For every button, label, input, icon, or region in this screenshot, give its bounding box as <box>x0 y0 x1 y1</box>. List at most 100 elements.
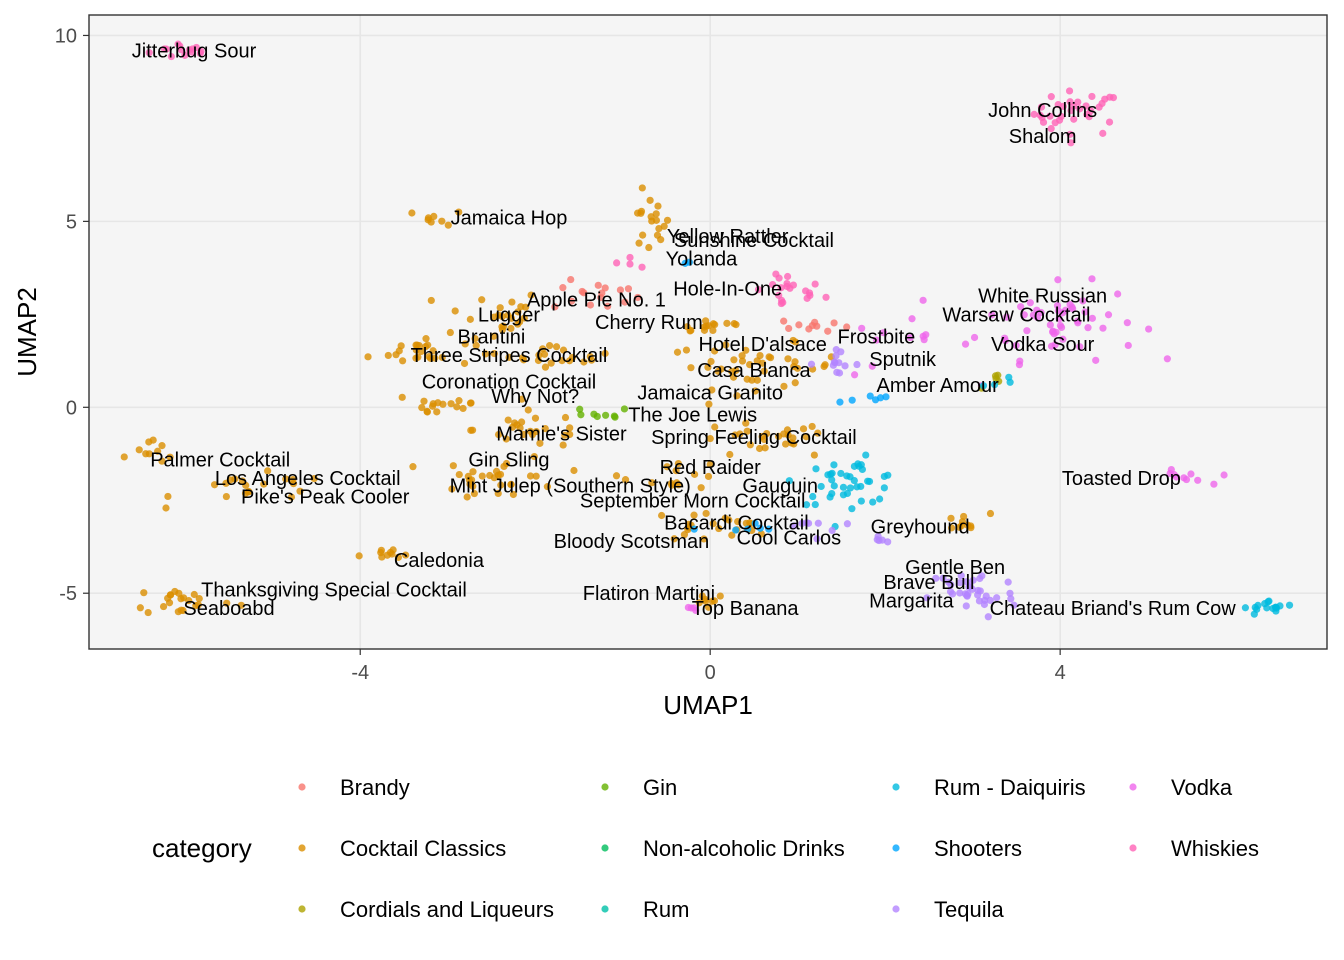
data-point <box>843 323 851 331</box>
point-label: Caledonia <box>394 550 485 572</box>
data-point <box>790 362 798 371</box>
point-label: Mamie's Sister <box>496 423 627 445</box>
data-point <box>824 471 832 479</box>
data-point <box>498 312 506 321</box>
data-point <box>1092 356 1100 364</box>
data-point <box>826 493 834 501</box>
data-point <box>837 348 845 356</box>
data-point <box>507 480 515 489</box>
data-point <box>961 340 970 348</box>
data-point <box>510 419 519 427</box>
data-point <box>194 601 202 609</box>
point-label: Pike's Peak Cooler <box>241 487 410 509</box>
data-point <box>760 367 768 375</box>
data-point <box>706 460 714 468</box>
data-point <box>857 482 865 491</box>
data-point <box>444 221 452 229</box>
data-point <box>561 413 570 422</box>
data-point <box>264 467 272 475</box>
data-point <box>566 424 574 432</box>
data-point <box>923 594 931 602</box>
data-point <box>922 331 930 339</box>
data-point <box>865 477 874 486</box>
data-point <box>534 356 543 365</box>
point-label: Cherry Rum <box>595 312 703 334</box>
data-point <box>919 296 927 304</box>
data-point <box>459 404 467 413</box>
data-point <box>616 286 625 294</box>
data-point <box>751 519 759 527</box>
data-point <box>804 519 813 527</box>
legend-item: Gin <box>601 775 677 800</box>
data-point <box>830 482 838 490</box>
data-point <box>1070 115 1078 123</box>
data-point <box>423 408 431 416</box>
data-point <box>504 311 512 319</box>
plot-panel-border <box>88 14 1328 650</box>
y-tick-label: 10 <box>55 25 77 47</box>
point-label: Sunshine Cocktail <box>674 230 834 252</box>
data-point <box>884 471 892 479</box>
data-point <box>260 480 268 488</box>
data-point <box>594 281 602 289</box>
data-point <box>392 351 400 359</box>
data-point <box>993 594 1001 602</box>
data-point <box>145 438 153 446</box>
data-point <box>1062 306 1070 314</box>
legend-item: Vodka <box>1129 775 1233 800</box>
data-point <box>1030 110 1038 118</box>
data-point <box>843 489 851 498</box>
data-point <box>567 297 576 305</box>
data-point <box>364 353 372 361</box>
data-point <box>802 287 810 295</box>
data-point <box>765 353 773 361</box>
data-point <box>1047 342 1056 350</box>
data-point <box>461 340 469 348</box>
data-point <box>979 382 988 390</box>
y-tick-label: -5 <box>59 583 77 605</box>
data-point <box>799 425 808 433</box>
data-point <box>947 514 955 522</box>
data-point <box>1276 602 1284 610</box>
data-point <box>196 49 204 58</box>
point-label: Toasted Drop <box>1062 468 1181 490</box>
data-point <box>1241 604 1249 612</box>
data-point <box>710 347 719 355</box>
data-point <box>1210 480 1218 488</box>
data-point <box>956 579 964 587</box>
point-label: September Morn Cocktail <box>580 490 806 512</box>
data-point <box>136 604 144 612</box>
data-point <box>779 298 787 307</box>
data-point <box>817 482 825 491</box>
legend-item: Non-alcoholic Drinks <box>601 836 845 861</box>
data-point <box>785 477 793 485</box>
data-point <box>882 393 890 401</box>
data-point <box>289 479 298 488</box>
data-point <box>521 303 530 311</box>
data-point <box>756 524 764 532</box>
data-point <box>135 446 143 454</box>
data-point <box>857 461 865 469</box>
data-point <box>705 400 713 408</box>
data-point <box>753 376 761 384</box>
data-point <box>862 451 870 459</box>
data-point <box>667 479 676 488</box>
data-point <box>1220 471 1228 479</box>
data-point <box>1084 324 1092 332</box>
point-label: Apple Pie No. 1 <box>527 289 666 311</box>
legend-item: Rum - Daiquiris <box>892 775 1086 800</box>
data-point <box>1067 139 1075 147</box>
data-point <box>1087 107 1095 115</box>
data-point <box>658 511 666 520</box>
data-point <box>835 369 844 377</box>
point-label: Greyhound <box>871 516 970 538</box>
data-point <box>541 363 550 371</box>
legend-key <box>892 905 900 913</box>
data-point <box>1005 373 1013 381</box>
data-point <box>850 371 859 379</box>
data-point <box>1068 303 1076 311</box>
data-point <box>780 317 788 325</box>
data-point <box>223 599 231 607</box>
data-point <box>470 489 478 498</box>
point-label: Palmer Cocktail <box>150 449 290 471</box>
